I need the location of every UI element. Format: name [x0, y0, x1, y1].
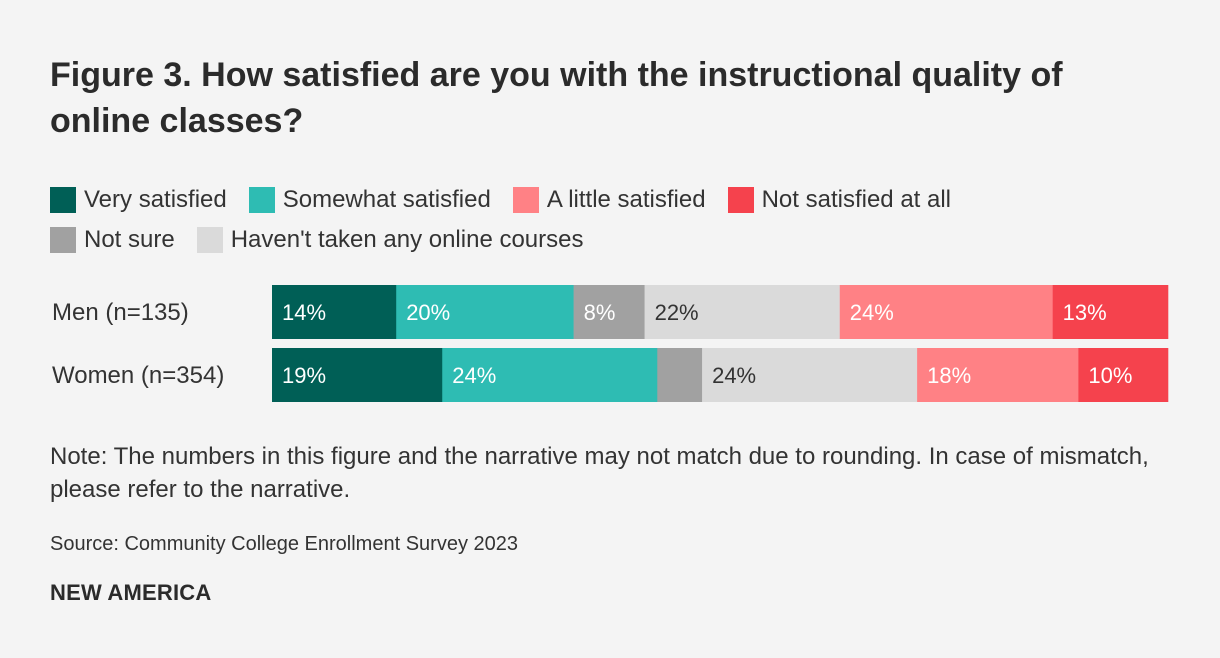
- bar-segment: [573, 285, 645, 339]
- data-label: 8%: [584, 300, 616, 325]
- legend-label: Not satisfied at all: [761, 186, 952, 213]
- bar-segment: [272, 285, 397, 339]
- legend-label: Somewhat satisfied: [282, 186, 491, 213]
- legend-swatch: [50, 187, 76, 213]
- bar-segment: [1078, 348, 1169, 402]
- bar-segment: [442, 348, 658, 402]
- legend-item: A little satisfied: [512, 186, 706, 214]
- category-label: Men (n=135): [52, 299, 189, 326]
- legend-item: Very satisfied: [50, 186, 227, 214]
- legend-item: Haven't taken any online courses: [196, 226, 584, 254]
- bar-segment: [396, 285, 574, 339]
- legend-row: Very satisfied Somewhat satisfied A little…: [50, 182, 1170, 218]
- legend-swatch: [50, 227, 76, 253]
- legend-item: Not sure: [50, 226, 175, 254]
- bar-segment: [644, 285, 841, 339]
- data-label: 18%: [927, 363, 971, 388]
- legend-label: Not sure: [84, 226, 175, 253]
- chart-legend: Very satisfied Somewhat satisfied A little…: [50, 182, 1170, 262]
- data-label: 22%: [655, 300, 699, 325]
- bar-segment: [1052, 285, 1169, 339]
- data-label: 13%: [1063, 300, 1107, 325]
- legend-label: Very satisfied: [84, 186, 227, 213]
- legend-item: Not satisfied at all: [727, 186, 952, 214]
- data-label: 14%: [282, 300, 326, 325]
- chart-title: Figure 3. How satisfied are you with the…: [50, 56, 1063, 140]
- legend-item: Somewhat satisfied: [248, 186, 491, 214]
- legend-label: Haven't taken any online courses: [230, 226, 584, 253]
- legend-swatch: [512, 187, 539, 213]
- brand-name: NEW AMERICA: [50, 580, 212, 605]
- bar-segment: [839, 285, 1053, 339]
- chart-source: Source: Community College Enrollment Sur…: [50, 533, 518, 555]
- chart-note: Note: The numbers in this figure and the…: [50, 443, 1149, 503]
- bar-segment: [657, 348, 703, 402]
- legend-swatch: [727, 187, 754, 213]
- legend-swatch: [196, 227, 223, 253]
- bar-segment: [702, 348, 918, 402]
- data-label: 10%: [1088, 363, 1132, 388]
- data-label: 24%: [452, 363, 496, 388]
- bar-segment: [272, 348, 443, 402]
- bar-segment: [917, 348, 1079, 402]
- legend-row: Not sure Haven't taken any online courses: [50, 222, 1170, 258]
- data-label: 24%: [712, 363, 756, 388]
- stacked-bar-chart: Men (n=135) 14% 20% 8% 22% 24% 13% Women (n=354…: [52, 285, 1169, 402]
- legend-swatch: [248, 187, 275, 213]
- legend-label: A little satisfied: [546, 186, 706, 213]
- data-label: 20%: [406, 300, 450, 325]
- category-label: Women (n=354): [52, 362, 224, 389]
- data-label: 19%: [282, 363, 326, 388]
- data-label: 24%: [850, 300, 894, 325]
